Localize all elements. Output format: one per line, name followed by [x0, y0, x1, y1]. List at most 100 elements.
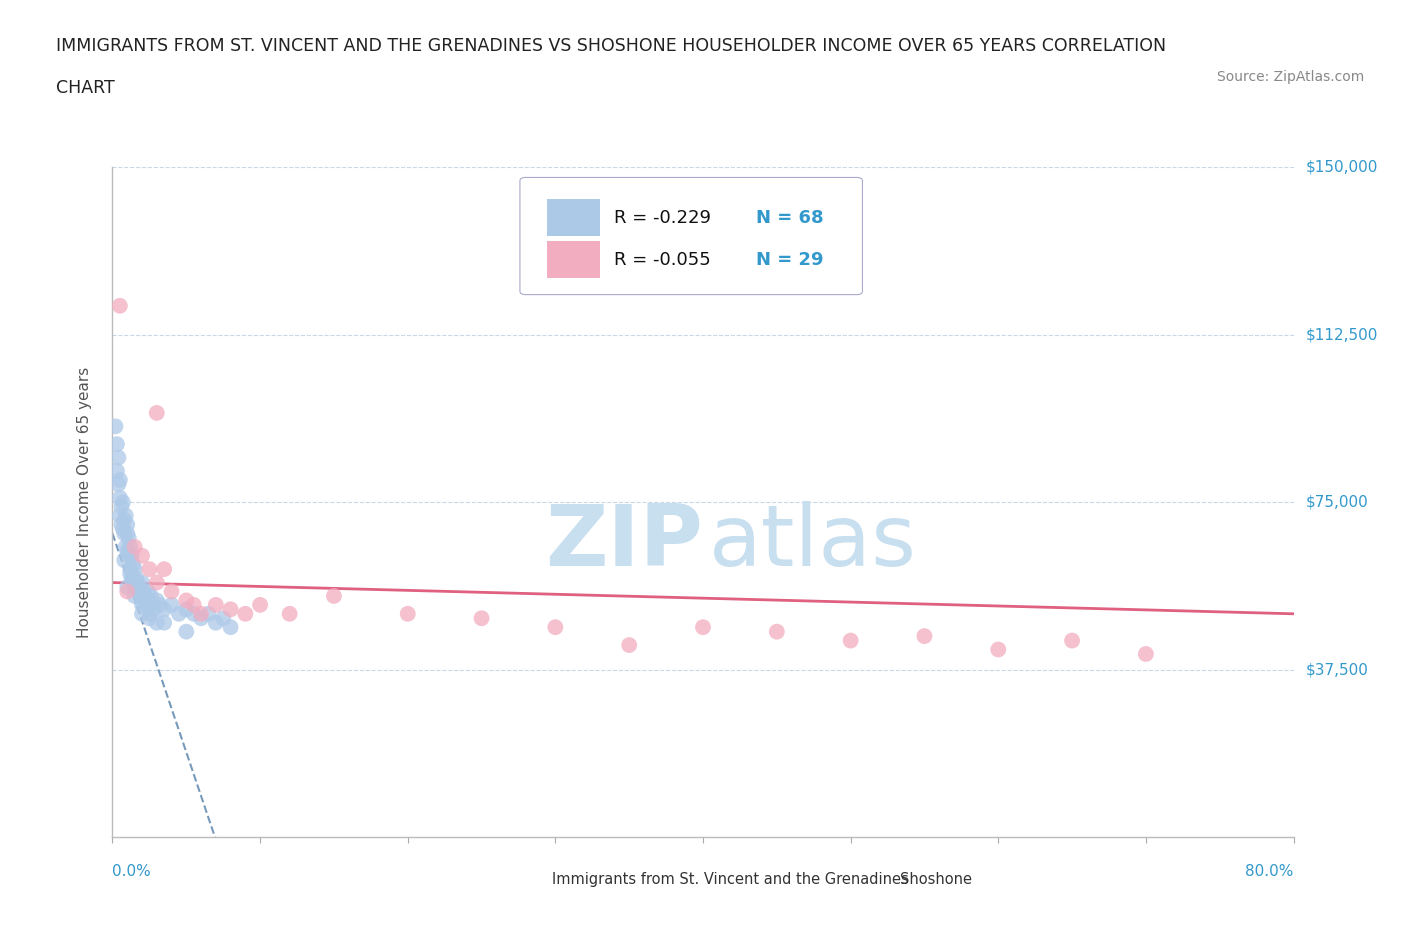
Point: [122, 557, 145, 572]
Text: 80.0%: 80.0%: [1246, 864, 1294, 879]
Point: [131, 597, 153, 612]
Text: N = 29: N = 29: [756, 251, 824, 269]
Point: [167, 606, 190, 621]
Point: [146, 593, 169, 608]
Point: [120, 562, 142, 577]
Text: IMMIGRANTS FROM ST. VINCENT AND THE GRENADINES VS SHOSHONE HOUSEHOLDER INCOME OV: IMMIGRANTS FROM ST. VINCENT AND THE GREN…: [56, 37, 1167, 55]
Point: [146, 405, 169, 420]
Point: [174, 624, 197, 639]
Point: [122, 575, 145, 590]
Text: Immigrants from St. Vincent and the Grenadines: Immigrants from St. Vincent and the Gren…: [551, 872, 908, 887]
Point: [110, 517, 132, 532]
Bar: [547, 242, 600, 278]
Text: Source: ZipAtlas.com: Source: ZipAtlas.com: [1216, 70, 1364, 84]
Point: [112, 552, 135, 567]
Point: [120, 539, 142, 554]
Point: [692, 619, 714, 634]
Point: [128, 579, 150, 594]
Text: Shoshone: Shoshone: [900, 872, 972, 887]
Point: [108, 508, 131, 523]
Point: [117, 579, 138, 594]
Point: [138, 593, 160, 608]
Point: [114, 508, 136, 523]
Text: ZIP: ZIP: [546, 501, 703, 584]
Point: [111, 522, 134, 537]
Point: [131, 575, 153, 590]
Bar: [547, 199, 600, 236]
Point: [124, 579, 146, 594]
Point: [124, 562, 146, 577]
Point: [249, 597, 271, 612]
Point: [107, 450, 129, 465]
Point: [146, 616, 169, 631]
Point: [108, 472, 131, 487]
Point: [219, 619, 242, 634]
Point: [153, 602, 176, 617]
Point: [127, 575, 149, 590]
Text: N = 68: N = 68: [756, 208, 824, 227]
Point: [138, 562, 160, 577]
Point: [839, 633, 862, 648]
Point: [160, 584, 183, 599]
Point: [134, 589, 156, 604]
Point: [142, 602, 165, 617]
Point: [118, 549, 141, 564]
Point: [149, 597, 172, 612]
Point: [121, 571, 143, 586]
Point: [153, 616, 176, 631]
Point: [914, 629, 936, 644]
Point: [125, 571, 148, 586]
Point: [278, 606, 301, 621]
Point: [131, 549, 153, 564]
Point: [107, 477, 129, 492]
Text: CHART: CHART: [56, 79, 115, 97]
Point: [108, 490, 131, 505]
Point: [987, 642, 1010, 657]
Point: [124, 589, 146, 604]
Point: [112, 512, 135, 527]
Point: [146, 575, 169, 590]
Point: [190, 611, 212, 626]
Point: [136, 584, 159, 599]
Point: [174, 593, 197, 608]
Point: [160, 597, 183, 612]
Bar: [851, 871, 889, 888]
Point: [323, 589, 346, 604]
Point: [108, 299, 131, 313]
Point: [134, 593, 156, 608]
Text: atlas: atlas: [709, 501, 917, 584]
Text: 0.0%: 0.0%: [112, 864, 152, 879]
Point: [117, 584, 138, 599]
Point: [138, 611, 160, 626]
Point: [174, 602, 197, 617]
Point: [135, 597, 157, 612]
Point: [132, 584, 155, 599]
Point: [120, 566, 142, 581]
Point: [139, 589, 162, 604]
Text: $75,000: $75,000: [1305, 495, 1368, 510]
FancyBboxPatch shape: [520, 178, 862, 295]
Point: [112, 526, 135, 541]
Point: [141, 597, 163, 612]
Point: [131, 606, 153, 621]
Text: $112,500: $112,500: [1305, 327, 1378, 342]
Point: [1135, 646, 1157, 661]
Point: [544, 619, 567, 634]
Point: [619, 638, 641, 653]
Point: [212, 611, 235, 626]
Point: [183, 606, 205, 621]
Point: [205, 597, 228, 612]
Text: R = -0.055: R = -0.055: [614, 251, 711, 269]
Y-axis label: Householder Income Over 65 years: Householder Income Over 65 years: [77, 366, 91, 638]
Point: [131, 593, 153, 608]
Point: [110, 499, 132, 514]
Point: [117, 526, 138, 541]
Point: [105, 437, 128, 452]
Text: $150,000: $150,000: [1305, 160, 1378, 175]
Text: R = -0.229: R = -0.229: [614, 208, 711, 227]
Point: [111, 495, 134, 510]
Point: [183, 597, 205, 612]
Point: [233, 606, 256, 621]
Point: [105, 463, 128, 478]
Point: [219, 602, 242, 617]
